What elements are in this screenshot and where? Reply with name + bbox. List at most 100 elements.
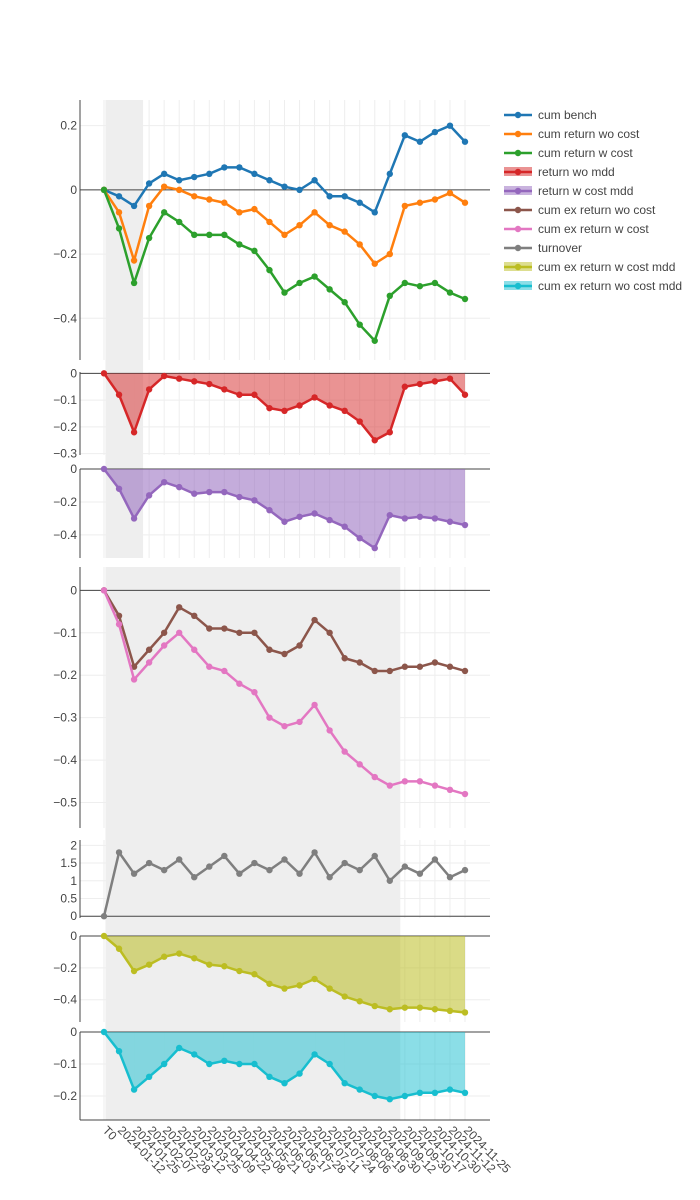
data-point <box>281 518 288 525</box>
data-point <box>416 380 424 388</box>
panel-return-w-cost-mdd: 0 −0.2 −0.4 <box>53 462 490 558</box>
series-return-w-cost-mdd <box>100 465 469 552</box>
y-tick-label: 0.5 <box>60 892 77 906</box>
data-point <box>431 128 439 136</box>
data-point <box>115 391 123 398</box>
legend-swatch-marker <box>514 225 522 233</box>
data-point <box>236 1060 243 1068</box>
data-point <box>266 266 273 274</box>
data-point <box>461 1089 469 1097</box>
legend[interactable]: cum bench cum return wo cost cum return w … <box>504 108 682 293</box>
area-fill <box>104 469 465 549</box>
data-point <box>341 193 348 200</box>
data-point <box>130 1086 138 1093</box>
legend-item-turnover[interactable]: turnover <box>504 241 582 255</box>
data-point <box>176 604 183 611</box>
data-point <box>461 138 469 145</box>
data-point <box>281 183 288 190</box>
data-point <box>446 189 454 197</box>
data-point <box>326 193 333 200</box>
data-point <box>356 1086 363 1093</box>
legend-item-cum-return-wo-cost[interactable]: cum return wo cost <box>504 127 640 141</box>
data-point <box>221 386 228 393</box>
data-point <box>266 507 273 514</box>
data-point <box>206 863 213 870</box>
data-point <box>296 642 303 649</box>
data-point <box>160 170 168 178</box>
legend-item-cum-ex-return-w-cost[interactable]: cum ex return w cost <box>504 222 649 236</box>
data-point <box>401 279 409 287</box>
data-point <box>311 394 318 401</box>
series-cum-ex-return-w-cost <box>100 587 469 798</box>
legend-item-cum-ex-return-wo-cost-mdd[interactable]: cum ex return wo cost mdd <box>504 279 682 293</box>
legend-item-return-wo-mdd[interactable]: return wo mdd <box>504 165 615 179</box>
data-point <box>176 483 183 491</box>
data-point <box>401 663 409 670</box>
data-point <box>206 663 213 670</box>
data-point <box>221 164 228 171</box>
data-point <box>461 391 469 398</box>
data-point <box>326 402 333 409</box>
series-cum-ex-return-wo-cost-mdd <box>100 1028 469 1103</box>
series-return-wo-mdd <box>100 370 469 444</box>
data-point <box>311 177 318 184</box>
data-point <box>386 429 393 436</box>
data-point <box>446 1086 454 1093</box>
data-point <box>416 138 424 145</box>
data-point <box>446 289 454 296</box>
legend-swatch-marker <box>514 206 522 214</box>
data-point <box>296 186 303 194</box>
data-point <box>266 714 273 721</box>
legend-swatch-marker <box>514 130 522 138</box>
data-point <box>326 516 333 524</box>
data-point <box>160 953 168 960</box>
data-point <box>145 386 153 393</box>
data-point <box>431 659 439 666</box>
data-point <box>251 247 258 255</box>
legend-item-return-w-cost-mdd[interactable]: return w cost mdd <box>504 184 633 198</box>
data-point <box>100 587 108 594</box>
data-point <box>115 1048 123 1055</box>
panels-layer: 0.20−0.2−0.40−0.1−0.2−0.30−0.2−0.40−0.1−… <box>53 100 490 1120</box>
data-point <box>266 980 273 987</box>
data-point <box>251 170 258 178</box>
data-point <box>386 1096 393 1103</box>
data-point <box>341 407 348 415</box>
legend-label: cum bench <box>538 108 597 122</box>
data-point <box>191 193 198 200</box>
data-point <box>100 1028 108 1036</box>
data-point <box>371 852 378 860</box>
data-point <box>221 852 228 860</box>
legend-label: return w cost mdd <box>538 184 633 198</box>
data-point <box>431 1006 439 1013</box>
legend-item-cum-ex-return-wo-cost[interactable]: cum ex return wo cost <box>504 203 656 217</box>
data-point <box>160 478 168 486</box>
y-tick-label: 0 <box>70 929 77 943</box>
data-point <box>326 727 333 734</box>
data-point <box>311 1051 318 1058</box>
data-point <box>115 945 123 952</box>
y-tick-label: −0.2 <box>53 668 77 682</box>
data-point <box>160 866 168 874</box>
y-tick-label: −0.2 <box>53 961 77 975</box>
y-tick-label: −0.2 <box>53 420 77 434</box>
data-point <box>356 659 363 666</box>
data-point <box>191 955 198 962</box>
legend-swatch-marker <box>514 168 522 176</box>
legend-item-cum-return-w-cost[interactable]: cum return w cost <box>504 146 633 160</box>
panel-cumulative-returns: 0.2 0 −0.2 −0.4 <box>53 100 490 360</box>
legend-swatch-marker <box>514 149 522 157</box>
data-point <box>401 778 409 785</box>
legend-item-cum-bench[interactable]: cum bench <box>504 108 597 122</box>
panel-cum-ex-return-wo-cost-mdd: 0 −0.1 −0.2 <box>53 1025 490 1120</box>
data-point <box>416 663 424 670</box>
data-point <box>266 866 273 874</box>
data-point <box>461 790 469 798</box>
data-point <box>446 375 454 382</box>
y-tick-label: 0 <box>70 183 77 197</box>
data-point <box>311 616 318 624</box>
legend-swatch-marker <box>514 187 522 195</box>
series-cum-return-wo-cost <box>100 183 469 267</box>
legend-item-cum-ex-return-w-cost-mdd[interactable]: cum ex return w cost mdd <box>504 260 675 274</box>
data-point <box>130 202 138 210</box>
